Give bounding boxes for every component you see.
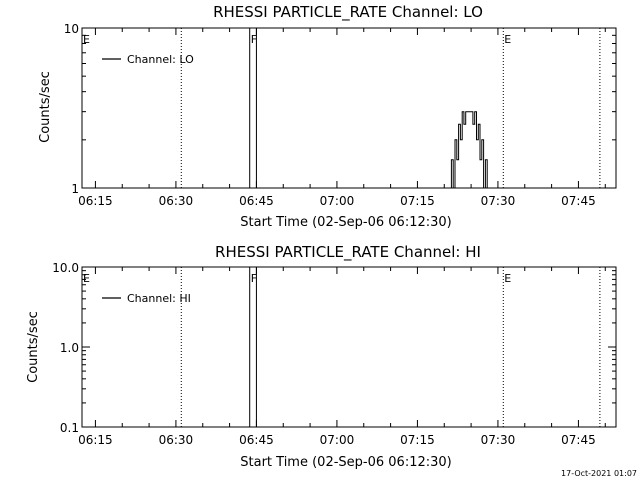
x-tick-label: 06:30: [159, 433, 194, 447]
chart-panel-hi: RHESSI PARTICLE_RATE Channel: HI Counts/…: [26, 243, 617, 470]
plot-frame: [81, 27, 617, 189]
x-tick-label: 06:15: [78, 433, 113, 447]
flag-label: E: [504, 33, 511, 46]
legend-label: Channel: HI: [127, 292, 191, 305]
x-tick-label: 07:30: [481, 433, 516, 447]
x-axis-label: Start Time (02-Sep-06 06:12:30): [240, 455, 451, 470]
chart-panel-lo: RHESSI PARTICLE_RATE Channel: LO Counts/…: [38, 3, 617, 230]
flag-label: F: [251, 272, 257, 285]
x-tick-label: 07:00: [320, 194, 355, 208]
series-layer: [449, 111, 489, 189]
flag-label: E: [83, 33, 90, 46]
x-tick-label: 07:15: [400, 194, 435, 208]
x-tick-label: 06:30: [159, 194, 194, 208]
x-tick-label: 07:30: [481, 194, 516, 208]
y-tick-label: 1: [71, 182, 79, 196]
footer-timestamp: 17-Oct-2021 01:07: [561, 469, 637, 478]
x-tick-label: 06:15: [78, 194, 113, 208]
x-tick-label: 06:45: [239, 194, 274, 208]
plot-frame: [81, 266, 617, 428]
x-tick-label: 07:45: [561, 194, 596, 208]
y-tick-label: 10: [64, 22, 79, 36]
legend-label: Channel: LO: [127, 53, 194, 66]
x-axis-label: Start Time (02-Sep-06 06:12:30): [240, 215, 451, 230]
x-tick-label: 07:15: [400, 433, 435, 447]
legend: Channel: HI: [102, 292, 191, 305]
flag-label: E: [83, 272, 90, 285]
x-tick-label: 07:00: [320, 433, 355, 447]
chart-title: RHESSI PARTICLE_RATE Channel: HI: [215, 243, 481, 262]
chart-title: RHESSI PARTICLE_RATE Channel: LO: [213, 3, 483, 22]
x-tick-label: 07:45: [561, 433, 596, 447]
y-tick-label: 10.0: [52, 261, 79, 275]
y-tick-label: 0.1: [60, 421, 79, 435]
y-axis-label: Counts/sec: [38, 71, 53, 143]
tick-layer: 06:15 06:30 06:45 07:00 07:15 07:30 07:45 1 10: [64, 22, 616, 208]
x-tick-label: 06:45: [239, 433, 274, 447]
flag-label: E: [504, 272, 511, 285]
y-axis-label: Counts/sec: [26, 311, 41, 383]
tick-layer: 06:15 06:30 06:45 07:00 07:15 07:30 07:45 0.1 1.…: [52, 261, 616, 447]
y-tick-label: 1.0: [60, 341, 79, 355]
flag-label: F: [251, 33, 257, 46]
series-line-0: [449, 111, 489, 189]
legend: Channel: LO: [102, 53, 194, 66]
